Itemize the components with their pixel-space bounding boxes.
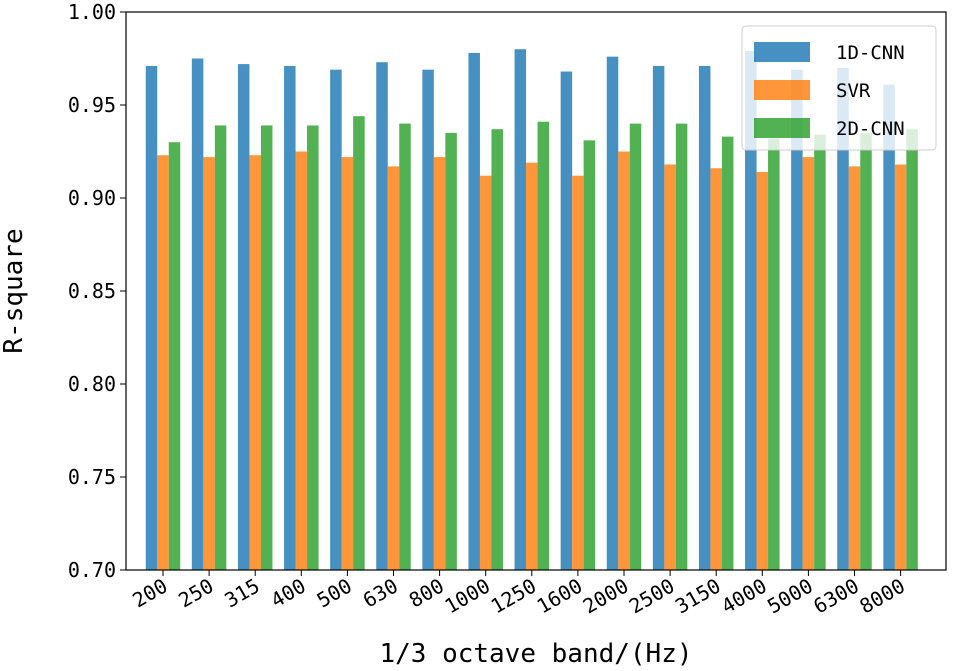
x-tick-label: 200 bbox=[128, 574, 171, 613]
bar-2d-cnn-3150 bbox=[721, 136, 734, 570]
bar-1d-cnn-6300 bbox=[837, 67, 849, 571]
bar-svr-1600 bbox=[572, 175, 584, 570]
y-axis-title: R-square bbox=[0, 228, 29, 353]
bars-layer bbox=[145, 49, 918, 571]
x-tick-label: 5000 bbox=[763, 574, 817, 619]
legend-swatch-svr bbox=[754, 80, 810, 100]
bar-svr-200 bbox=[157, 155, 169, 570]
bar-svr-3150 bbox=[710, 168, 722, 571]
x-tick-label: 315 bbox=[220, 574, 263, 613]
bar-1d-cnn-5000 bbox=[791, 69, 803, 570]
bar-2d-cnn-5000 bbox=[814, 134, 826, 570]
bar-2d-cnn-8000 bbox=[906, 129, 918, 570]
bar-1d-cnn-200 bbox=[145, 65, 158, 570]
y-tick-label: 1.00 bbox=[68, 0, 116, 24]
bar-1d-cnn-315 bbox=[237, 64, 250, 570]
bar-2d-cnn-4000 bbox=[768, 138, 780, 571]
x-tick-label: 2500 bbox=[625, 574, 679, 619]
bar-1d-cnn-400 bbox=[284, 65, 296, 570]
legend-swatch-1d-cnn bbox=[754, 42, 810, 62]
bar-1d-cnn-1600 bbox=[560, 71, 573, 571]
y-tick-label: 0.90 bbox=[68, 186, 116, 210]
x-tick-label: 2000 bbox=[579, 574, 633, 619]
legend: 1D-CNN SVR 2D-CNN bbox=[741, 25, 937, 151]
bar-2d-cnn-2000 bbox=[629, 123, 642, 570]
y-tick-label: 0.95 bbox=[68, 93, 116, 117]
x-tick-label: 1000 bbox=[440, 574, 494, 619]
bar-2d-cnn-1600 bbox=[583, 140, 596, 570]
bar-svr-2500 bbox=[664, 164, 676, 570]
bar-2d-cnn-6300 bbox=[860, 132, 872, 570]
bar-1d-cnn-1000 bbox=[468, 52, 480, 571]
x-tick-label: 4000 bbox=[717, 574, 771, 619]
bar-1d-cnn-3150 bbox=[698, 65, 711, 570]
bar-2d-cnn-200 bbox=[168, 142, 181, 570]
bar-svr-5000 bbox=[802, 157, 815, 570]
x-tick-label: 400 bbox=[267, 574, 310, 613]
legend-label-svr: SVR bbox=[836, 80, 871, 102]
bar-1d-cnn-630 bbox=[376, 62, 388, 570]
bar-svr-1250 bbox=[526, 162, 538, 570]
bar-svr-400 bbox=[295, 151, 308, 570]
bar-svr-250 bbox=[203, 157, 215, 570]
bar-1d-cnn-1250 bbox=[514, 49, 527, 570]
bar-1d-cnn-4000 bbox=[745, 51, 757, 571]
legend-label-1d-cnn: 1D-CNN bbox=[836, 42, 905, 64]
bar-2d-cnn-400 bbox=[307, 125, 319, 571]
bar-svr-315 bbox=[249, 155, 261, 570]
bar-1d-cnn-2500 bbox=[652, 65, 665, 570]
x-tick-label: 250 bbox=[174, 574, 217, 613]
y-axis: 0.70 0.75 0.80 0.85 0.90 0.95 1.00 bbox=[68, 0, 126, 582]
bar-2d-cnn-630 bbox=[399, 123, 411, 570]
x-tick-label: 1600 bbox=[533, 574, 587, 619]
bar-2d-cnn-800 bbox=[445, 132, 457, 570]
y-tick-label: 0.85 bbox=[68, 279, 116, 303]
bar-1d-cnn-250 bbox=[191, 58, 204, 570]
y-tick-label: 0.70 bbox=[68, 558, 116, 582]
bar-svr-500 bbox=[341, 157, 354, 570]
y-tick-label: 0.80 bbox=[68, 372, 116, 396]
bar-2d-cnn-2500 bbox=[675, 123, 688, 570]
legend-label-2d-cnn: 2D-CNN bbox=[836, 118, 905, 140]
bar-1d-cnn-500 bbox=[330, 69, 342, 570]
bar-svr-1000 bbox=[479, 175, 492, 570]
x-tick-label: 1250 bbox=[487, 574, 541, 619]
x-tick-label: 500 bbox=[313, 574, 356, 613]
bar-1d-cnn-2000 bbox=[606, 56, 619, 570]
x-axis: 200 250 315 400 500 630 8001000125016002000250… bbox=[128, 570, 909, 618]
y-tick-label: 0.75 bbox=[68, 465, 116, 489]
bar-1d-cnn-8000 bbox=[883, 84, 895, 570]
bar-svr-8000 bbox=[894, 164, 907, 570]
x-axis-title: 1/3 octave band/(Hz) bbox=[379, 639, 692, 669]
bar-svr-630 bbox=[387, 166, 400, 570]
legend-swatch-2d-cnn bbox=[754, 118, 810, 138]
bar-2d-cnn-1250 bbox=[537, 121, 550, 571]
x-tick-label: 8000 bbox=[855, 574, 909, 619]
x-tick-label: 6300 bbox=[809, 574, 863, 619]
bar-svr-6300 bbox=[848, 166, 861, 570]
bar-1d-cnn-800 bbox=[422, 69, 434, 570]
x-tick-label: 800 bbox=[405, 574, 448, 613]
x-tick-label: 3150 bbox=[671, 574, 725, 619]
x-tick-label: 630 bbox=[359, 574, 402, 613]
bar-2d-cnn-1000 bbox=[491, 129, 503, 570]
bar-2d-cnn-250 bbox=[214, 125, 227, 571]
bar-svr-2000 bbox=[618, 151, 630, 570]
bar-svr-4000 bbox=[756, 171, 769, 570]
bar-2d-cnn-315 bbox=[260, 125, 273, 571]
bar-svr-800 bbox=[433, 157, 446, 570]
bar-2d-cnn-500 bbox=[353, 116, 365, 570]
